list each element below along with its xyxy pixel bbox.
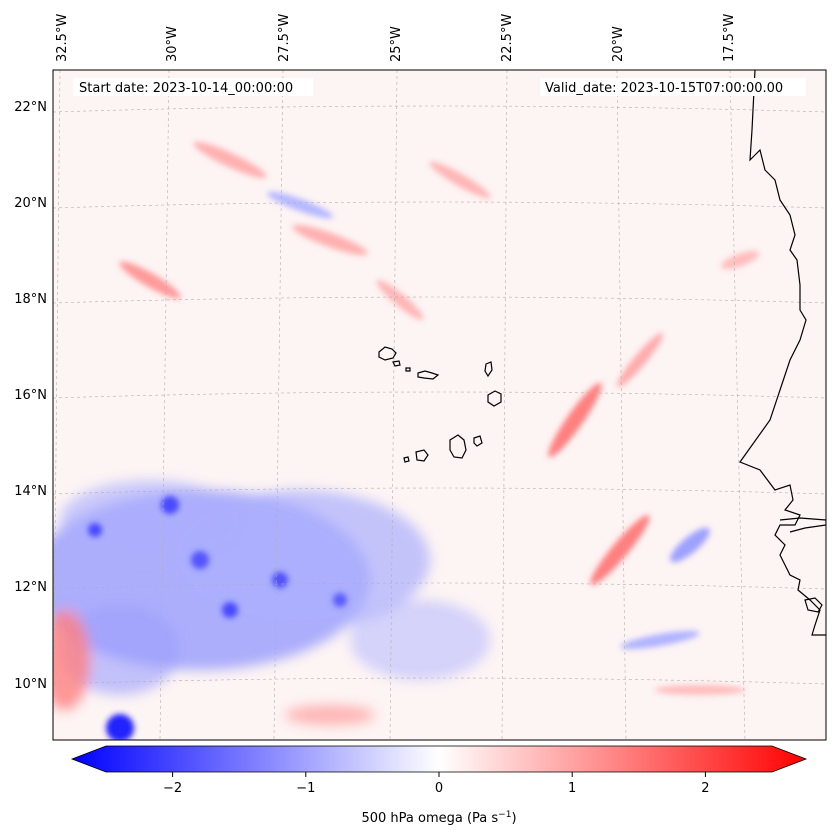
lon-label: 17.5°W (722, 14, 737, 62)
colorbar-ticks: −2 −1 0 1 2 (163, 772, 710, 796)
start-date-box (73, 78, 313, 96)
lon-label: 20°W (611, 26, 626, 62)
latitude-labels: 22°N 20°N 18°N 16°N 14°N 12°N 10°N (14, 100, 47, 692)
colorbar: −2 −1 0 1 2 500 hPa omega (Pa s−1) (70, 745, 808, 826)
island-santo-antao (378, 346, 397, 361)
lat-label: 22°N (14, 100, 47, 115)
island-santiago (449, 434, 467, 459)
colorbar-tick-label: −1 (296, 781, 315, 796)
lon-label: 30°W (165, 26, 180, 62)
island-maio (473, 435, 483, 447)
africa-coastline (739, 70, 826, 636)
island-sao-nicolau (417, 370, 440, 380)
island-sal (484, 361, 493, 378)
map-panel: Start date: 2023-10-14_00:00:00 Valid_da… (14, 14, 827, 741)
island-sao-vicente (392, 360, 401, 367)
map-frame (52, 69, 827, 741)
lat-label: 18°N (14, 292, 47, 307)
omega-field (53, 70, 826, 740)
lon-label: 22.5°W (500, 14, 515, 62)
lat-label: 10°N (14, 677, 47, 692)
island-fogo (415, 449, 429, 462)
colorbar-tick-label: 2 (701, 781, 709, 796)
lat-label: 14°N (14, 484, 47, 499)
start-date-label: Start date: 2023-10-14_00:00:00 (79, 81, 293, 96)
island-brava (403, 456, 410, 463)
lon-label: 25°W (389, 26, 404, 62)
colorbar-tick-label: 0 (435, 781, 443, 796)
valid-date-label: Valid_date: 2023-10-15T07:00:00.00 (545, 81, 783, 96)
colorbar-bar (70, 745, 808, 773)
island-boa-vista (487, 390, 502, 407)
valid-date-box (540, 78, 806, 96)
lat-label: 20°N (14, 196, 47, 211)
graticule (53, 70, 826, 740)
coast-detail (779, 517, 826, 533)
colorbar-label: 500 hPa omega (Pa s−1) (361, 810, 516, 826)
island-santa-luzia (405, 367, 411, 372)
coast-detail-2 (804, 597, 823, 613)
coastlines (378, 70, 826, 636)
colorbar-tick-label: −2 (163, 781, 182, 796)
lon-label: 32.5°W (55, 14, 70, 62)
lat-label: 16°N (14, 388, 47, 403)
colorbar-tick-label: 1 (568, 781, 576, 796)
lat-label: 12°N (14, 580, 47, 595)
longitude-labels: 32.5°W 30°W 27.5°W 25°W 22.5°W 20°W 17.5… (55, 14, 737, 62)
lon-label: 27.5°W (277, 14, 292, 62)
